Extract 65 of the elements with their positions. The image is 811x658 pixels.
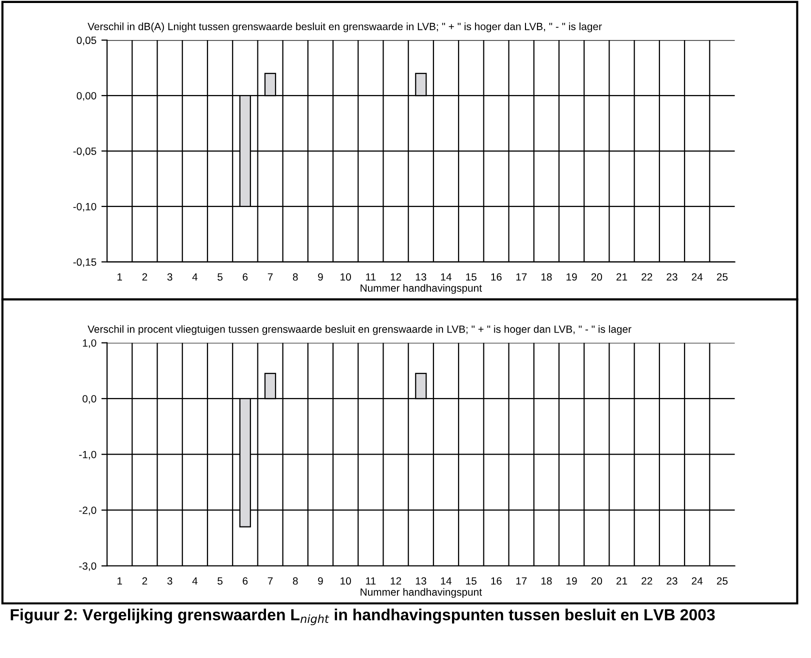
x-tick-label: 11 bbox=[366, 577, 376, 585]
x-tick-label: 10 bbox=[340, 577, 351, 585]
x-tick-label: 16 bbox=[491, 577, 502, 585]
y-tick-label: 0,05 bbox=[76, 36, 96, 46]
x-tick-label: 19 bbox=[566, 577, 577, 585]
x-tick-label: 25 bbox=[716, 273, 728, 281]
chart-title: Verschil in procent vliegtuigen tussen grenswaarde besluit en grenswaarde in LVB; " + " is hoger dan LVB, " - " is lager bbox=[88, 325, 632, 335]
x-tick-label: 3 bbox=[167, 273, 172, 281]
x-tick-label: 7 bbox=[268, 273, 273, 281]
x-tick-label: 17 bbox=[516, 577, 527, 585]
x-tick-label: 4 bbox=[192, 577, 198, 585]
x-tick-label: 24 bbox=[692, 577, 703, 585]
x-tick-label: 4 bbox=[192, 273, 198, 281]
x-tick-label: 8 bbox=[292, 273, 298, 281]
x-tick-label: 21 bbox=[616, 273, 628, 281]
x-axis-title: Nummer handhavingspunt bbox=[360, 284, 482, 294]
x-tick-label: 15 bbox=[466, 577, 476, 585]
y-tick-label: -1,0 bbox=[79, 450, 96, 460]
x-tick-label: 1 bbox=[118, 577, 122, 585]
y-tick-label: -0,05 bbox=[73, 148, 96, 156]
x-tick-label: 5 bbox=[218, 273, 222, 281]
x-tick-label: 13 bbox=[416, 273, 426, 281]
x-tick-label: 9 bbox=[318, 273, 323, 281]
x-tick-label: 18 bbox=[541, 273, 552, 281]
x-tick-label: 12 bbox=[390, 273, 402, 281]
y-tick-label: -3,0 bbox=[79, 562, 96, 571]
x-tick-label: 11 bbox=[366, 273, 376, 281]
x-tick-label: 19 bbox=[566, 273, 577, 281]
y-tick-label: 1,0 bbox=[82, 339, 96, 348]
y-tick-label: -0,10 bbox=[73, 202, 96, 212]
y-tick-label: -2,0 bbox=[79, 506, 96, 516]
x-tick-label: 24 bbox=[692, 273, 703, 281]
x-tick-label: 23 bbox=[666, 577, 678, 585]
x-tick-label: 2 bbox=[142, 273, 148, 281]
x-tick-label: 1 bbox=[118, 273, 122, 281]
x-tick-label: 15 bbox=[466, 273, 476, 281]
x-tick-label: 7 bbox=[268, 577, 273, 585]
x-tick-label: 10 bbox=[340, 273, 351, 281]
x-tick-label: 20 bbox=[591, 577, 602, 585]
x-tick-label: 23 bbox=[666, 273, 678, 281]
x-tick-label: 3 bbox=[167, 577, 172, 585]
x-tick-label: 20 bbox=[591, 273, 602, 281]
x-tick-label: 6 bbox=[242, 273, 248, 281]
x-axis-title: Nummer handhavingspunt bbox=[360, 588, 482, 598]
x-tick-label: 22 bbox=[642, 577, 652, 585]
x-tick-label: 21 bbox=[616, 577, 628, 585]
text: Figuur 2: Vergelijking grenswaarden L$_{night}$ in handhavingspunten tussen besluit en LVB 2003 bbox=[10, 608, 715, 626]
x-tick-label: 12 bbox=[390, 577, 402, 585]
x-tick-label: 17 bbox=[516, 273, 527, 281]
x-tick-label: 6 bbox=[242, 577, 248, 585]
x-tick-label: 22 bbox=[642, 273, 652, 281]
x-tick-label: 16 bbox=[491, 273, 502, 281]
x-tick-label: 25 bbox=[716, 577, 728, 585]
x-tick-label: 5 bbox=[218, 577, 222, 585]
y-tick-label: 0,0 bbox=[82, 395, 96, 404]
x-tick-label: 9 bbox=[318, 577, 323, 585]
x-tick-label: 13 bbox=[416, 577, 426, 585]
x-tick-label: 18 bbox=[541, 577, 552, 585]
x-tick-label: 14 bbox=[441, 577, 452, 585]
x-tick-label: 2 bbox=[142, 577, 148, 585]
x-tick-label: 8 bbox=[292, 577, 298, 585]
y-tick-label: -0,15 bbox=[73, 258, 96, 267]
y-tick-label: 0,00 bbox=[76, 92, 96, 101]
chart-title: Verschil in dB(A) Lnight tussen grenswaarde besluit en grenswaarde in LVB; " + " is hoger dan LVB, " - " is lager bbox=[88, 22, 602, 32]
x-tick-label: 14 bbox=[441, 273, 452, 281]
